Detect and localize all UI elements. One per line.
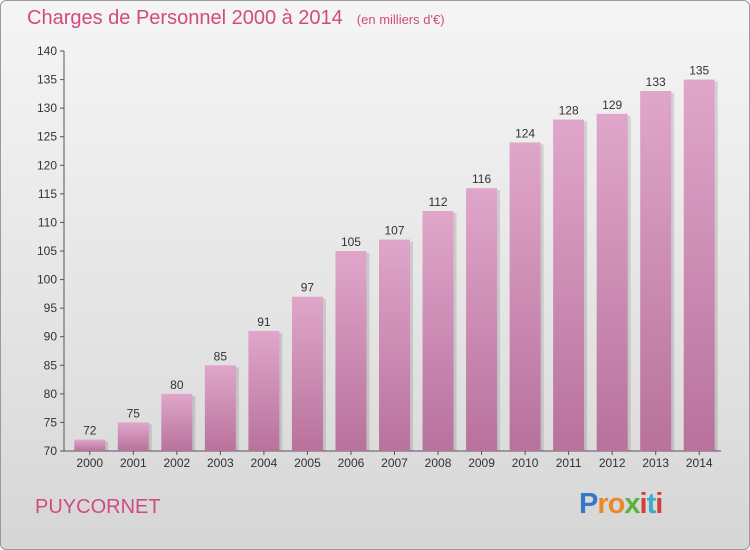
logo-letter: x	[624, 488, 640, 520]
chart-title: Charges de Personnel 2000 à 2014 (en mill…	[27, 7, 445, 30]
data-labels: 72 75 80 85 91 97 105 107 112 116 124 128 129 133 135	[83, 64, 709, 438]
y-tick-label: 90	[44, 330, 58, 344]
x-tick-label: 2004	[251, 456, 278, 470]
x-tick-label: 2002	[163, 456, 190, 470]
data-label: 97	[301, 281, 315, 295]
x-tick-label: 2005	[294, 456, 321, 470]
y-tick-label: 70	[44, 444, 58, 458]
bar	[204, 365, 236, 451]
data-label: 72	[83, 424, 97, 438]
bar	[291, 296, 323, 451]
data-label: 133	[646, 75, 666, 89]
x-tick-label: 2003	[207, 456, 234, 470]
y-tick-label: 115	[38, 187, 57, 201]
data-label: 107	[384, 224, 404, 238]
logo-letter: P	[579, 488, 598, 520]
x-tick-label: 2011	[556, 456, 582, 470]
data-label: 91	[257, 315, 271, 329]
y-tick-label: 105	[37, 244, 57, 258]
data-label: 128	[559, 104, 579, 118]
x-tick-label: 2001	[120, 456, 147, 470]
data-label: 129	[602, 98, 622, 112]
bar	[248, 331, 280, 451]
bar	[466, 188, 498, 451]
data-label: 124	[515, 126, 535, 140]
y-tick-label: 110	[38, 215, 57, 229]
data-label: 135	[689, 64, 709, 78]
x-tick-label: 2007	[381, 456, 408, 470]
bars	[74, 79, 718, 452]
commune-name: PUYCORNET	[35, 496, 161, 518]
bar	[379, 239, 410, 451]
y-tick-label: 125	[37, 130, 57, 144]
bar	[553, 119, 585, 452]
y-tick-label: 100	[37, 273, 57, 287]
chart-title-text: Charges de Personnel 2000 à 2014	[27, 7, 343, 29]
bar	[683, 79, 715, 452]
bar	[117, 422, 149, 451]
logo-letter: o	[607, 488, 626, 520]
data-label: 80	[170, 378, 184, 392]
data-label: 112	[428, 195, 447, 209]
bar	[422, 211, 454, 451]
x-tick-label: 2013	[642, 456, 669, 470]
logo-letter: t	[646, 488, 657, 520]
y-tick-label: 80	[44, 387, 58, 401]
bar	[161, 393, 193, 451]
y-tick-label: 135	[37, 73, 57, 87]
bar	[335, 251, 367, 451]
data-label: 116	[472, 172, 491, 186]
bar	[596, 113, 628, 451]
x-tick-label: 2014	[686, 456, 713, 470]
y-tick-label: 85	[44, 358, 58, 372]
y-tick-label: 120	[37, 158, 57, 172]
y-tick-label: 75	[44, 415, 58, 429]
x-tick-label: 2000	[76, 456, 103, 470]
x-tick-label: 2010	[512, 456, 539, 470]
x-tick-label: 2006	[338, 456, 365, 470]
x-tick-label: 2008	[425, 456, 452, 470]
logo-letter: i	[639, 488, 648, 520]
data-label: 75	[127, 406, 141, 420]
x-tick-label: 2009	[468, 456, 495, 470]
bar	[640, 91, 672, 451]
y-tick-label: 140	[37, 44, 57, 58]
data-label: 105	[341, 235, 361, 249]
logo-letter: r	[597, 488, 608, 520]
chart-unit-label: (en milliers d'€)	[356, 12, 445, 27]
bar	[74, 439, 106, 451]
y-tick-label: 95	[44, 301, 58, 315]
y-tick-label: 130	[37, 101, 57, 115]
logo-letter: i	[655, 488, 663, 520]
data-label: 85	[214, 349, 228, 363]
x-tick-label: 2012	[599, 456, 626, 470]
bar	[509, 142, 541, 451]
proxiti-logo: Proxiti	[579, 488, 663, 521]
